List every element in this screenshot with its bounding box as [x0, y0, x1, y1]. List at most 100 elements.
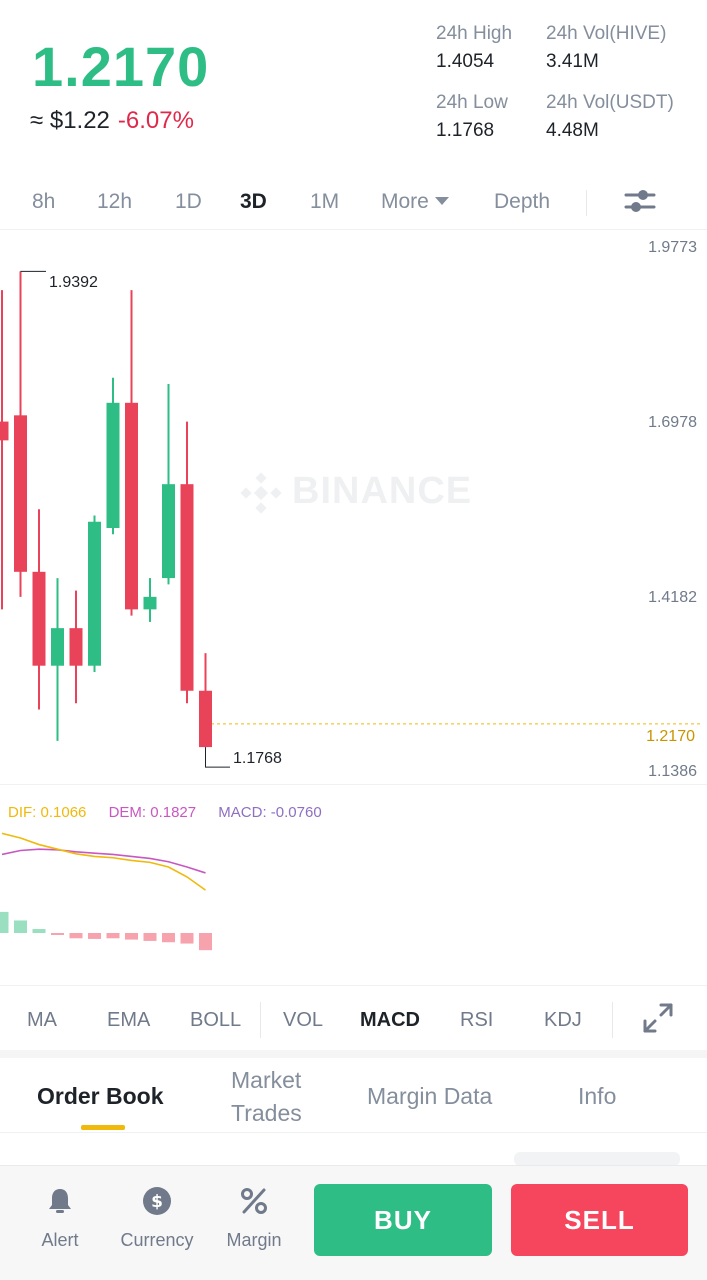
tab-8h[interactable]: 8h	[32, 190, 56, 213]
candle-down	[69, 628, 83, 666]
macd-hist-up	[14, 920, 27, 933]
tab-more[interactable]: More	[381, 190, 449, 214]
fullscreen-expand-icon[interactable]	[642, 1002, 674, 1034]
interval-tabs: 8h 12h 1D 3D 1M More Depth	[0, 186, 707, 220]
macd-hist-down	[69, 933, 83, 939]
tab-1m[interactable]: 1M	[310, 190, 340, 213]
macd-dem-line	[1, 848, 206, 874]
macd-hist-down	[199, 933, 212, 951]
stat-value: 1.4054	[436, 51, 495, 72]
market-section-tabs: Order Book Market Trades Margin Data Inf…	[0, 1058, 707, 1132]
macd-hist-down	[125, 933, 138, 940]
indicator-ema[interactable]: EMA	[107, 1009, 151, 1031]
stat-24h-vol-usdt: 24h Vol(USDT) 4.48M	[546, 89, 674, 145]
low-marker-line	[205, 747, 230, 768]
watermark: BINANCE	[292, 470, 473, 512]
margin-label: Margin	[226, 1230, 282, 1250]
candle-down	[0, 421, 9, 441]
candle-down	[180, 484, 194, 691]
macd-hist-down	[180, 933, 194, 944]
candle-up	[106, 402, 120, 528]
low-marker-label: 1.1768	[233, 750, 282, 767]
y-axis-label: 1.9773	[648, 239, 697, 256]
buy-button[interactable]: BUY	[314, 1184, 492, 1256]
stat-label: 24h Vol(USDT)	[546, 92, 674, 113]
candle-down	[32, 571, 46, 666]
candlestick-chart[interactable]	[0, 230, 707, 786]
macd-hist-up	[32, 929, 46, 933]
indicator-ma[interactable]: MA	[27, 1009, 57, 1031]
currency-button[interactable]: $ Currency	[112, 1186, 202, 1251]
divider	[0, 1132, 707, 1133]
alert-label: Alert	[41, 1230, 79, 1250]
dollar-coin-icon: $	[143, 1187, 171, 1215]
bell-icon	[49, 1189, 71, 1213]
divider	[0, 229, 707, 230]
tab-order-book[interactable]: Order Book	[37, 1083, 164, 1109]
binance-logo-icon	[240, 472, 282, 514]
tab-market-trades[interactable]: Market Trades	[231, 1064, 302, 1130]
tab-margin-data[interactable]: Margin Data	[367, 1083, 493, 1109]
y-axis-label: 1.4182	[648, 589, 697, 606]
stat-value: 4.48M	[546, 120, 599, 141]
svg-text:$: $	[151, 1192, 163, 1212]
currency-label: Currency	[120, 1230, 194, 1250]
stat-label: 24h Vol(HIVE)	[546, 23, 667, 44]
tab-depth[interactable]: Depth	[494, 190, 551, 213]
last-price: 1.2170	[32, 35, 210, 98]
indicator-macd[interactable]: MACD	[360, 1009, 420, 1031]
macd-legend: DIF: 0.1066 DEM: 0.1827 MACD: -0.0760	[8, 804, 340, 821]
candle-up	[51, 628, 64, 666]
tab-more-label: More	[381, 190, 429, 213]
macd-hist-down	[88, 933, 101, 939]
macd-hist-down	[51, 933, 64, 935]
stat-label: 24h Low	[436, 92, 508, 113]
tab-info[interactable]: Info	[578, 1083, 617, 1109]
candle-up	[88, 521, 101, 666]
macd-dif-line	[1, 832, 206, 891]
indicator-divider	[260, 1002, 261, 1038]
macd-value-label: MACD: -0.0760	[218, 804, 322, 821]
high-marker-label: 1.9392	[49, 274, 98, 291]
indicator-vol[interactable]: VOL	[283, 1009, 324, 1031]
chart-settings-icon[interactable]	[624, 186, 656, 216]
macd-hist-down	[143, 933, 157, 941]
macd-dif-label: DIF: 0.1066	[8, 804, 87, 821]
candle-down	[14, 415, 27, 572]
stat-value: 3.41M	[546, 51, 599, 72]
current-price-tag: 1.2170	[642, 726, 699, 748]
candle-up	[143, 596, 157, 610]
tab-12h[interactable]: 12h	[97, 190, 133, 213]
macd-hist-up	[0, 911, 9, 933]
tab-3d[interactable]: 3D	[240, 190, 267, 213]
candle-up	[162, 484, 175, 579]
indicator-rsi[interactable]: RSI	[460, 1009, 494, 1031]
indicator-kdj[interactable]: KDJ	[544, 1009, 582, 1031]
stat-label: 24h High	[436, 23, 513, 44]
price-subline: ≈ $1.22 -6.07%	[30, 107, 194, 135]
tab-1d[interactable]: 1D	[175, 190, 202, 213]
stat-24h-low: 24h Low 1.1768	[436, 89, 508, 145]
y-axis-label: 1.1386	[648, 763, 697, 780]
divider	[0, 784, 707, 785]
y-axis-label: 1.6978	[648, 414, 697, 431]
stat-value: 1.1768	[436, 120, 495, 141]
usd-price: ≈ $1.22	[30, 107, 110, 134]
divider	[0, 985, 707, 986]
macd-hist-down	[162, 933, 175, 943]
tab-label-line: Trades	[231, 1100, 302, 1126]
indicator-boll[interactable]: BOLL	[190, 1009, 242, 1031]
alert-button[interactable]: Alert	[15, 1186, 105, 1251]
candle-down	[199, 690, 212, 748]
percent-icon	[241, 1188, 267, 1214]
section-separator	[0, 1050, 707, 1058]
active-tab-indicator	[81, 1125, 125, 1130]
stat-24h-high: 24h High 1.4054	[436, 20, 512, 76]
macd-chart[interactable]	[0, 815, 707, 985]
margin-button[interactable]: Margin	[209, 1186, 299, 1251]
candle-down	[125, 402, 138, 610]
sell-button[interactable]: SELL	[511, 1184, 688, 1256]
placeholder-bar	[514, 1152, 680, 1166]
price-change: -6.07%	[117, 107, 194, 134]
tab-label-line: Market	[231, 1067, 302, 1093]
